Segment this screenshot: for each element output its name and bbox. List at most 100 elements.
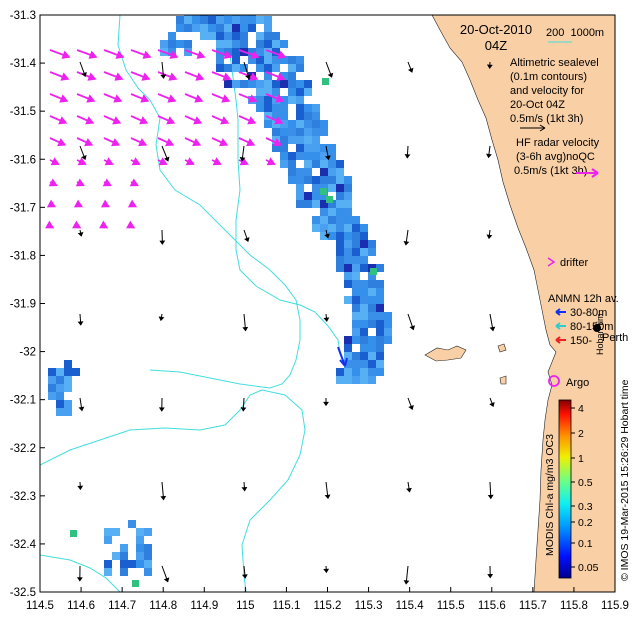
perth-label: Perth [602, 332, 628, 344]
colorbar-tick-label: 0.5 [578, 477, 593, 489]
chl-pixel [304, 168, 312, 176]
chl-pixel [288, 136, 296, 144]
chl-pixel [368, 336, 376, 344]
chl-pixel [312, 144, 320, 152]
chl-pixel [360, 312, 368, 320]
chl-pixel [368, 360, 376, 368]
chl-pixel [360, 280, 368, 288]
chl-pixel [104, 560, 112, 568]
chl-pixel [368, 280, 376, 288]
hf-line-1: (3-6h avg)noQC [516, 151, 595, 163]
chl-pixel [368, 296, 376, 304]
colorbar-tick-label: 0.05 [578, 562, 599, 574]
y-tick-label: -32.5 [10, 587, 36, 599]
chl-pixel [136, 560, 144, 568]
chl-pixel [296, 200, 304, 208]
chl-pixel [280, 80, 288, 88]
chl-pixel [352, 376, 360, 384]
chl-pixel [128, 520, 136, 528]
chl-pixel [56, 384, 64, 392]
chl-pixel [280, 104, 288, 112]
chl-pixel [320, 224, 328, 232]
chl-pixel [192, 16, 200, 24]
x-tick-label: 115.7 [519, 600, 547, 612]
chl-pixel [184, 16, 192, 24]
chl-pixel [328, 176, 336, 184]
x-tick-label: 115.8 [560, 600, 588, 612]
anmn-title: ANMN 12h av. [548, 293, 619, 305]
chl-pixel [368, 248, 376, 256]
chl-pixel [264, 56, 272, 64]
chl-pixel [200, 32, 208, 40]
x-tick-label: 115.1 [272, 600, 300, 612]
hf-legend: HF radar velocity (3-6h avg)noQC 0.5m/s … [514, 137, 600, 177]
chl-pixel [48, 392, 56, 400]
x-tick-label: 114.7 [108, 600, 136, 612]
alt-line-1: (0.1m contours) [510, 71, 587, 83]
chl-pixel [336, 224, 344, 232]
chl-pixel [224, 80, 232, 88]
chl-pixel [296, 96, 304, 104]
chl-pixel [336, 216, 344, 224]
chl-pixel [216, 40, 224, 48]
chl-pixel [304, 120, 312, 128]
chl-pixel [280, 128, 288, 136]
chl-pixel [312, 192, 320, 200]
chl-pixel [376, 280, 384, 288]
chl-pixel [344, 256, 352, 264]
chl-pixel [336, 376, 344, 384]
chl-pixel [320, 176, 328, 184]
chl-pixel [64, 384, 72, 392]
chl-pixel [120, 560, 128, 568]
chl-pixel [312, 112, 320, 120]
chl-pixel [120, 552, 128, 560]
chl-pixel [344, 296, 352, 304]
chl-pixel [360, 376, 368, 384]
y-tick-label: -32.3 [10, 491, 36, 503]
chl-pixel [352, 232, 360, 240]
chl-pixel [56, 368, 64, 376]
chl-pixel [344, 240, 352, 248]
chl-pixel [376, 304, 384, 312]
chl-pixel [304, 128, 312, 136]
chl-pixel [360, 304, 368, 312]
chl-pixel [232, 40, 240, 48]
x-tick-label: 115.6 [478, 600, 506, 612]
chl-pixel [296, 64, 304, 72]
y-tick-label: -32.1 [10, 395, 36, 407]
chl-pixel [344, 184, 352, 192]
chl-pixel [376, 328, 384, 336]
chl-pixel [344, 216, 352, 224]
chl-pixel [304, 80, 312, 88]
chl-pixel [360, 360, 368, 368]
chl-pixel [136, 552, 144, 560]
map-time: 04Z [485, 38, 507, 53]
chl-pixel [264, 64, 272, 72]
chl-pixel [296, 56, 304, 64]
chl-pixel [256, 40, 264, 48]
chl-pixel [352, 256, 360, 264]
chl-pixel [264, 40, 272, 48]
chl-pixel [240, 24, 248, 32]
chl-pixel [272, 64, 280, 72]
chl-pixel [368, 240, 376, 248]
chl-pixel [224, 24, 232, 32]
hf-line-0: HF radar velocity [516, 137, 600, 149]
chl-pixel [368, 376, 376, 384]
chl-pixel [328, 168, 336, 176]
x-tick-label: 115.2 [314, 600, 342, 612]
chl-pixel [336, 256, 344, 264]
chl-pixel [72, 368, 80, 376]
chl-pixel [360, 320, 368, 328]
chl-pixel [208, 16, 216, 24]
chl-pixel [352, 216, 360, 224]
chl-pixel [216, 0, 224, 8]
chl-pixel [352, 264, 360, 272]
chl-pixel [376, 296, 384, 304]
chl-pixel [288, 176, 296, 184]
chl-pixel [328, 144, 336, 152]
chl-pixel [328, 224, 336, 232]
chl-pixel [328, 216, 336, 224]
chl-pixel [288, 72, 296, 80]
